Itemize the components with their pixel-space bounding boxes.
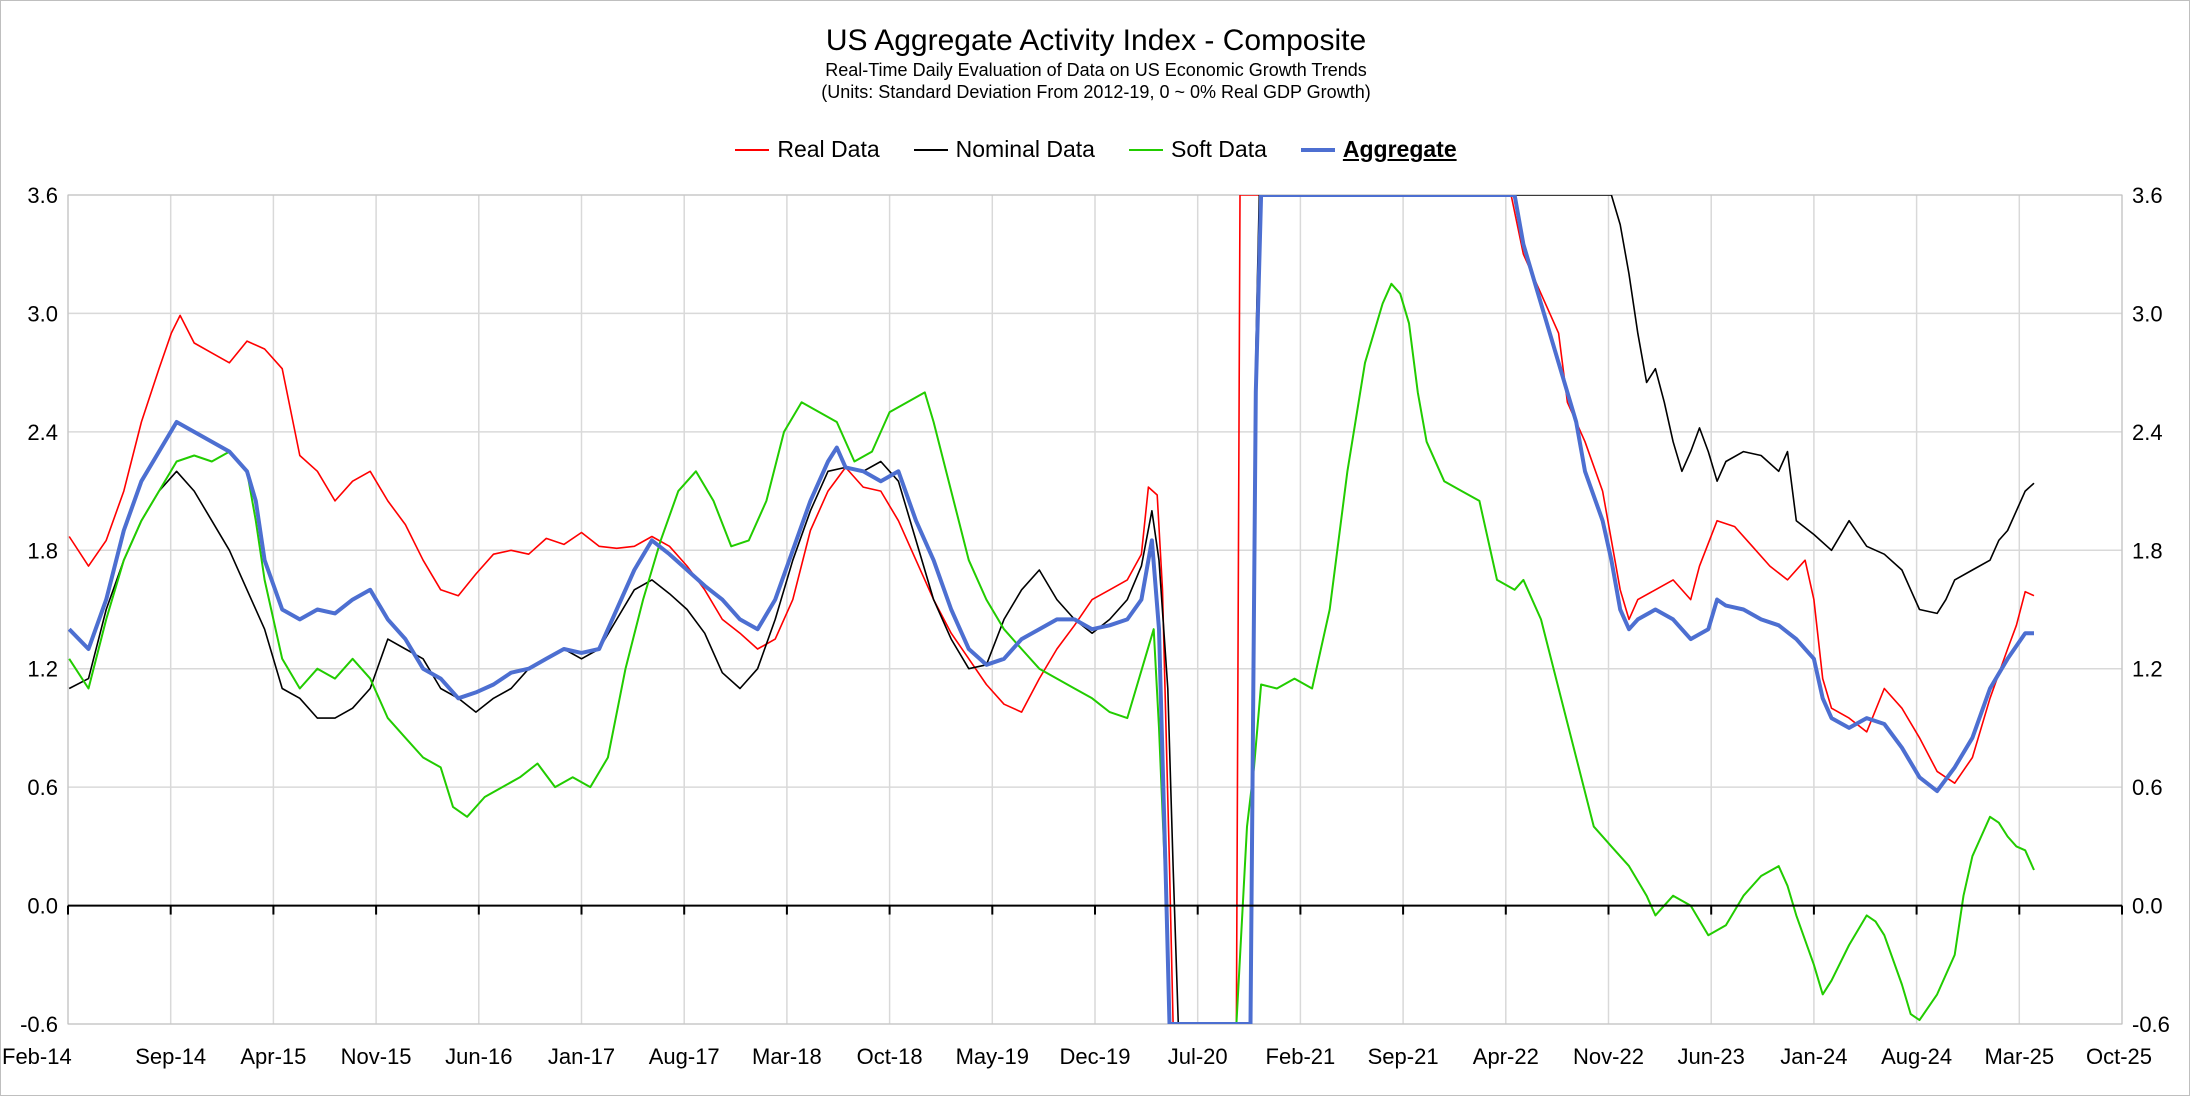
x-tick-label: Jun-16 — [445, 1044, 512, 1069]
x-tick-label: Nov-22 — [1573, 1044, 1644, 1069]
x-tick-label: Nov-15 — [341, 1044, 412, 1069]
y-tick-label-left: 1.2 — [27, 657, 58, 682]
y-tick-label-left: 3.6 — [27, 183, 58, 208]
x-tick-label: Apr-15 — [240, 1044, 306, 1069]
x-tick-label: Jan-17 — [548, 1044, 615, 1069]
y-tick-label-left: 3.0 — [27, 301, 58, 326]
x-tick-label: Apr-22 — [1473, 1044, 1539, 1069]
y-tick-label-right: 3.0 — [2132, 301, 2163, 326]
x-tick-label: Dec-19 — [1060, 1044, 1131, 1069]
y-tick-label-right: 0.0 — [2132, 894, 2163, 919]
y-tick-label-left: 2.4 — [27, 420, 58, 445]
y-tick-label-left: 0.0 — [27, 894, 58, 919]
x-tick-label: Aug-24 — [1881, 1044, 1952, 1069]
y-tick-label-right: 3.6 — [2132, 183, 2163, 208]
x-tick-label: Aug-17 — [649, 1044, 720, 1069]
x-tick-label: Oct-18 — [857, 1044, 923, 1069]
x-tick-label: Oct-25 — [2086, 1044, 2152, 1069]
y-tick-label-left: -0.6 — [20, 1012, 58, 1037]
x-tick-label: Feb-21 — [1266, 1044, 1336, 1069]
y-tick-label-right: 0.6 — [2132, 775, 2163, 800]
x-tick-label: Mar-25 — [1984, 1044, 2054, 1069]
series-line-aggregate — [69, 195, 2034, 1024]
x-tick-label: Mar-18 — [752, 1044, 822, 1069]
x-tick-label: Jul-20 — [1168, 1044, 1228, 1069]
x-tick-label: Feb-14 — [2, 1044, 72, 1069]
x-tick-label: Jun-23 — [1678, 1044, 1745, 1069]
line-chart: 3.6 3.6 3.0 3.0 2.4 2.4 1.8 1.8 1.2 1.2 0.6 0.6 0.0 0… — [0, 0, 2192, 1098]
series-line-soft-data — [69, 284, 2034, 1024]
y-tick-label-left: 1.8 — [27, 538, 58, 563]
y-tick-label-right: -0.6 — [2132, 1012, 2170, 1037]
x-tick-label: May-19 — [956, 1044, 1029, 1069]
y-tick-label-left: 0.6 — [27, 775, 58, 800]
y-tick-label-right: 2.4 — [2132, 420, 2163, 445]
y-tick-label-right: 1.8 — [2132, 538, 2163, 563]
x-tick-label: Sep-14 — [135, 1044, 206, 1069]
x-tick-label: Jan-24 — [1780, 1044, 1847, 1069]
x-tick-label: Sep-21 — [1368, 1044, 1439, 1069]
y-tick-label-right: 1.2 — [2132, 657, 2163, 682]
